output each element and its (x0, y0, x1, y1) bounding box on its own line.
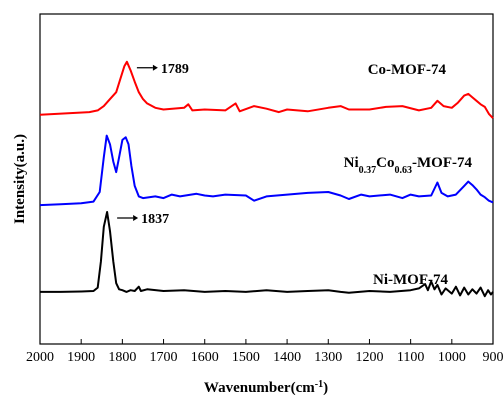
x-tick-label: 1300 (314, 350, 342, 365)
series-label-0: Co-MOF-74 (368, 62, 447, 78)
series-line-0 (39, 60, 494, 119)
x-tick-label: 900 (483, 350, 504, 365)
series-label-part: Ni (344, 155, 359, 171)
series-label-part: 0.63 (395, 165, 413, 176)
annotation-layer: 1789 1837 (117, 62, 189, 227)
series-label-part: Ni-MOF-74 (373, 272, 448, 288)
annotation-label: 1789 (161, 62, 189, 77)
x-tick-label: 1800 (108, 350, 136, 365)
x-tick-label: 2000 (26, 350, 54, 365)
series-label-2: Ni-MOF-74 (373, 272, 448, 288)
series-label-part: Co-MOF-74 (368, 62, 447, 78)
series-label-part: Co (376, 155, 394, 171)
annotation-arrow-head (152, 64, 158, 71)
x-tick-label: 1500 (232, 350, 260, 365)
series-layer (39, 60, 494, 298)
series-label-1: Ni0.37Co0.63-MOF-74 (344, 155, 473, 176)
x-axis-ticks: 2000 1900 1800 1700 1600 1500 1400 1300 1200 1100… (26, 339, 504, 365)
x-axis-title: Wavenumber(cm-1) (204, 379, 328, 397)
plot-frame (39, 13, 494, 345)
series-label-part: 0.37 (359, 165, 377, 176)
series-label-part: -MOF-74 (412, 155, 472, 171)
annotation-label: 1837 (141, 212, 169, 227)
annotation-arrow-head (133, 215, 139, 221)
x-tick-label: 1900 (67, 350, 95, 365)
x-tick-label: 1200 (355, 350, 383, 365)
x-tick-label: 1600 (191, 350, 219, 365)
x-tick-label: 1400 (273, 350, 301, 365)
x-tick-label: 1100 (397, 350, 424, 365)
x-tick-label: 1700 (150, 350, 178, 365)
series-line-2 (40, 211, 494, 298)
y-axis-title: Intensity(a.u.) (12, 134, 28, 224)
series-line-1 (39, 134, 494, 207)
x-tick-label: 1000 (438, 350, 466, 365)
